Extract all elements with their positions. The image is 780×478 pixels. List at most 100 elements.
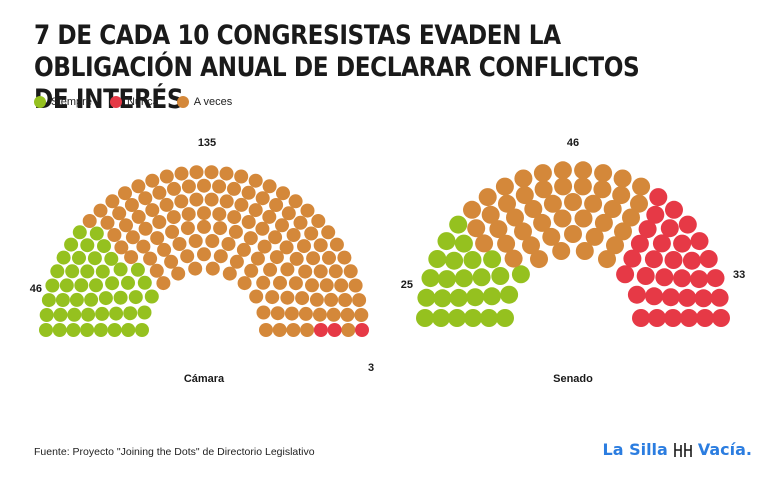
brand-name-left: La Silla: [602, 440, 668, 459]
seat-a-veces: [189, 165, 204, 180]
seat-siempre: [59, 278, 74, 293]
seat-a-veces: [311, 214, 326, 228]
seat-siempre: [53, 307, 68, 322]
seat-a-veces: [594, 164, 613, 183]
seat-nunca: [665, 200, 683, 219]
seat-a-veces: [304, 226, 319, 241]
seat-a-veces: [166, 210, 181, 225]
seat-a-veces: [338, 293, 353, 307]
seat-a-veces: [312, 307, 327, 322]
seat-a-veces: [288, 194, 303, 209]
brand-logo: La Silla Vacía.: [603, 440, 753, 459]
seat-nunca: [673, 269, 691, 288]
parliament-charts: 46 135 3 Cámara 25 46 33 Senado: [30, 137, 746, 385]
seat-siempre: [500, 285, 519, 304]
seat-a-veces: [174, 194, 189, 209]
seat-a-veces: [255, 191, 270, 206]
legend-label-siempre: Siempre: [51, 96, 92, 108]
seat-siempre: [95, 264, 110, 279]
seat-nunca: [690, 232, 709, 251]
seat-siempre: [65, 264, 80, 279]
seat-a-veces: [514, 222, 532, 241]
seat-a-veces: [244, 263, 259, 278]
seat-a-veces: [241, 215, 256, 229]
seat-a-veces: [145, 203, 160, 218]
seat-a-veces: [543, 194, 562, 213]
seat-a-veces: [114, 240, 129, 255]
seat-siempre: [80, 264, 95, 279]
seat-a-veces: [145, 173, 160, 188]
seat-a-veces: [281, 206, 296, 221]
seat-a-veces: [234, 197, 249, 212]
seat-a-veces: [554, 177, 573, 196]
seat-siempre: [72, 250, 86, 265]
seat-a-veces: [489, 220, 508, 239]
seat-a-veces: [275, 218, 289, 233]
seat-a-veces: [322, 250, 336, 265]
seat-nunca: [673, 234, 692, 253]
seat-siempre: [55, 293, 70, 307]
seat-siempre: [113, 290, 128, 305]
seat-siempre: [511, 265, 530, 284]
seat-a-veces: [124, 198, 139, 212]
seat-siempre: [137, 305, 152, 320]
seat-a-veces: [288, 276, 303, 291]
seat-siempre: [482, 287, 501, 306]
brand-name-right: Vacía.: [697, 440, 752, 459]
seat-a-veces: [118, 186, 132, 201]
seat-siempre: [121, 323, 136, 337]
seat-siempre: [421, 269, 440, 288]
seat-a-veces: [219, 194, 234, 209]
seat-a-veces: [204, 165, 219, 180]
seat-a-veces: [131, 209, 146, 224]
seat-siempre: [50, 264, 65, 279]
seat-a-veces: [542, 227, 561, 246]
seat-a-veces: [573, 177, 592, 196]
seat-siempre: [472, 268, 491, 287]
seat-a-veces: [164, 254, 179, 269]
seat-siempre: [483, 250, 502, 269]
seat-siempre: [480, 309, 498, 327]
data-label-siempre: 46: [30, 283, 42, 295]
parliament-1: [416, 161, 730, 327]
legend-label-nunca: Nunca: [126, 96, 159, 108]
seat-a-veces: [243, 231, 258, 246]
seat-a-veces: [272, 323, 287, 337]
legend-item-a-veces: A veces: [176, 96, 233, 108]
seat-a-veces: [305, 278, 319, 293]
seat-a-veces: [313, 264, 328, 279]
seat-siempre: [113, 262, 128, 277]
parliament-0: [39, 165, 369, 337]
seat-siempre: [121, 275, 135, 290]
legend-swatch-siempre: [34, 96, 46, 108]
seat-a-veces: [352, 293, 367, 308]
seat-a-veces: [622, 208, 640, 227]
seat-a-veces: [273, 275, 287, 290]
seat-siempre: [93, 323, 108, 337]
seat-a-veces: [250, 251, 265, 266]
seat-a-veces: [326, 307, 341, 322]
seat-siempre: [454, 234, 473, 253]
seat-siempre: [464, 309, 482, 327]
seat-nunca: [623, 249, 642, 268]
seat-a-veces: [552, 242, 571, 260]
legend-label-a-veces: A veces: [193, 96, 233, 108]
seat-siempre: [89, 226, 104, 241]
seat-a-veces: [189, 192, 204, 207]
chamber-name: Cámara: [184, 373, 225, 385]
seat-a-veces: [585, 227, 604, 246]
seat-a-veces: [262, 209, 277, 224]
seat-a-veces: [265, 290, 280, 305]
seat-a-veces: [234, 169, 249, 184]
seat-a-veces: [593, 180, 612, 199]
seat-nunca: [616, 265, 635, 284]
seat-nunca: [313, 323, 328, 337]
seat-a-veces: [613, 169, 632, 188]
seat-a-veces: [574, 161, 593, 180]
chamber-name: Senado: [553, 373, 593, 385]
seat-a-veces: [306, 251, 321, 266]
seat-a-veces: [280, 262, 295, 277]
seat-a-veces: [197, 206, 211, 221]
seat-nunca: [664, 309, 682, 327]
seat-siempre: [107, 323, 122, 337]
